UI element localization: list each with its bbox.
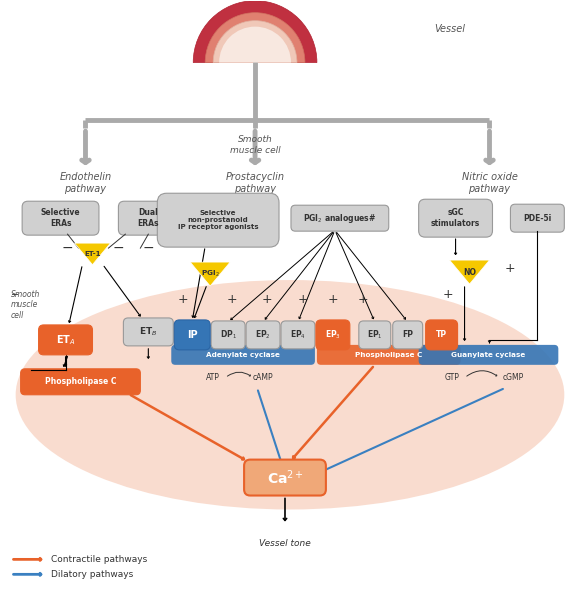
Text: Smooth
muscle cell: Smooth muscle cell [230,135,281,155]
FancyBboxPatch shape [39,325,92,355]
FancyBboxPatch shape [359,321,391,349]
Polygon shape [450,260,489,284]
Text: +: + [262,293,272,306]
FancyBboxPatch shape [317,345,460,365]
Wedge shape [213,21,297,62]
Text: +: + [504,262,515,274]
Wedge shape [219,27,291,62]
Text: +: + [227,293,238,306]
Text: ATP: ATP [206,373,220,382]
FancyBboxPatch shape [426,320,458,350]
FancyBboxPatch shape [22,201,99,235]
Wedge shape [205,13,305,62]
FancyBboxPatch shape [418,345,558,365]
FancyBboxPatch shape [244,459,326,495]
Text: Vessel: Vessel [434,24,465,34]
Text: PGI$_2$ analogues#: PGI$_2$ analogues# [303,211,376,224]
FancyBboxPatch shape [211,321,245,349]
FancyBboxPatch shape [20,369,141,395]
FancyBboxPatch shape [124,318,174,346]
Text: sGC
stimulators: sGC stimulators [431,209,480,228]
FancyBboxPatch shape [510,204,564,232]
Text: GTP: GTP [444,373,459,382]
Text: ET-1: ET-1 [84,251,101,257]
Text: Selective
non-prostanoid
IP receptor agonists: Selective non-prostanoid IP receptor ago… [178,210,259,230]
Text: +: + [178,293,189,306]
Text: +: + [328,293,338,306]
Wedge shape [193,1,317,62]
Text: +: + [357,293,368,306]
Text: Contractile pathways: Contractile pathways [50,555,147,564]
Text: TP: TP [436,330,447,339]
Text: EP$_4$: EP$_4$ [290,329,306,341]
Text: +: + [442,287,453,300]
Text: Smooth
muscle
cell: Smooth muscle cell [11,290,40,320]
Text: −: − [142,241,154,255]
Text: cAMP: cAMP [253,373,273,382]
Text: PDE-5i: PDE-5i [523,214,552,223]
Text: DP$_1$: DP$_1$ [219,329,236,341]
Text: cGMP: cGMP [503,373,524,382]
Text: EP$_2$: EP$_2$ [255,329,271,341]
Text: Guanylate cyclase: Guanylate cyclase [451,352,526,358]
Text: −: − [62,241,73,255]
Text: −: − [11,290,19,300]
Text: FP: FP [402,330,413,339]
Polygon shape [191,262,230,286]
Text: Endothelin
pathway: Endothelin pathway [60,173,112,194]
Text: ET$_A$: ET$_A$ [56,333,75,347]
Text: Selective
ERAs: Selective ERAs [41,209,81,228]
FancyBboxPatch shape [119,201,178,235]
FancyBboxPatch shape [171,345,315,365]
FancyBboxPatch shape [246,321,280,349]
FancyBboxPatch shape [291,205,389,231]
Text: Phospholipase C: Phospholipase C [355,352,422,358]
FancyBboxPatch shape [393,321,422,349]
FancyBboxPatch shape [174,320,210,350]
Text: Vessel tone: Vessel tone [259,540,311,548]
Text: Dual
ERAs: Dual ERAs [138,209,159,228]
Text: −: − [113,241,124,255]
Text: Phospholipase C: Phospholipase C [45,378,116,386]
Text: IP: IP [187,330,197,340]
Text: +: + [298,293,308,306]
Text: NO: NO [463,267,476,277]
Text: EP$_1$: EP$_1$ [367,329,383,341]
Text: EP$_3$: EP$_3$ [325,329,341,341]
FancyBboxPatch shape [316,320,350,350]
Polygon shape [74,243,111,264]
Text: Prostacyclin
pathway: Prostacyclin pathway [226,173,285,194]
Text: ET$_B$: ET$_B$ [139,326,158,338]
Text: Nitric oxide
pathway: Nitric oxide pathway [462,173,518,194]
FancyBboxPatch shape [281,321,315,349]
Text: PGI$_2$: PGI$_2$ [201,269,219,279]
FancyBboxPatch shape [157,193,279,247]
Text: Dilatory pathways: Dilatory pathways [50,570,133,579]
Ellipse shape [16,280,564,509]
Text: Adenylate cyclase: Adenylate cyclase [206,352,280,358]
Text: Ca$^{2+}$: Ca$^{2+}$ [266,468,303,487]
FancyBboxPatch shape [418,199,493,237]
